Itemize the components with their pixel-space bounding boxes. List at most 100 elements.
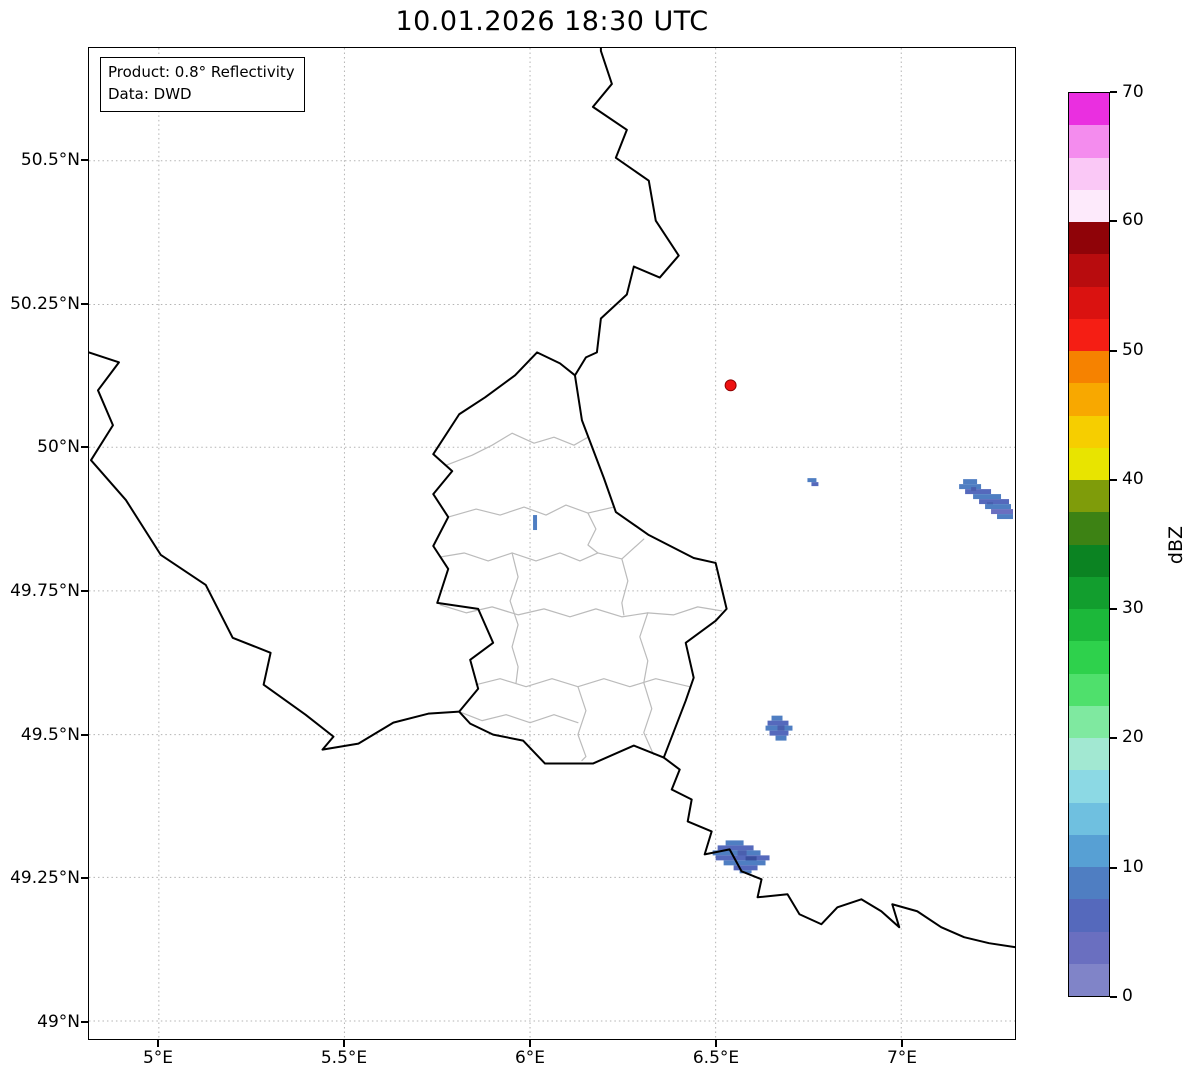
radar-echo-pixel	[771, 715, 783, 721]
canton-line	[447, 504, 615, 518]
colorbar-segment	[1069, 963, 1109, 996]
radar-echo-pixel	[733, 865, 758, 871]
radar-echo-pixel	[745, 856, 757, 862]
radar-echo-layer	[533, 478, 1014, 874]
colorbar-segment	[1069, 351, 1109, 384]
colorbar-segment	[1069, 254, 1109, 287]
radar-echo-pixel	[533, 515, 538, 531]
colorbar-tick-label: 0	[1122, 986, 1133, 1006]
y-tick-label: 50.5°N	[20, 150, 80, 170]
colorbar-segment	[1069, 222, 1109, 255]
colorbar-tick-label: 60	[1122, 210, 1144, 230]
colorbar-axis-label: dBZ	[1165, 525, 1187, 565]
axis-tick	[901, 1040, 903, 1047]
colorbar-tick-label: 50	[1122, 340, 1144, 360]
colorbar-segment	[1069, 415, 1109, 448]
colorbar-segment	[1069, 834, 1109, 867]
axis-tick	[81, 734, 88, 736]
colorbar	[1068, 92, 1110, 997]
radar-echo-pixel	[725, 840, 744, 846]
colorbar-tick-label: 40	[1122, 469, 1144, 489]
canton-line	[643, 682, 655, 756]
radar-echo-pixel	[979, 499, 1010, 505]
border-germany-france	[662, 756, 1015, 949]
product-info-box: Product: 0.8° Reflectivity Data: DWD	[100, 57, 305, 112]
border-luxembourg	[432, 351, 728, 765]
colorbar-tick-label: 10	[1122, 857, 1144, 877]
y-tick-label: 49°N	[37, 1012, 80, 1032]
axis-tick	[529, 1040, 531, 1047]
radar-echo-pixel	[769, 730, 789, 736]
colorbar-segment	[1069, 705, 1109, 738]
axis-tick	[81, 1021, 88, 1023]
radar-echo-pixel	[997, 514, 1014, 520]
colorbar-segment	[1069, 480, 1109, 513]
axis-tick	[715, 1040, 717, 1047]
colorbar-tick	[1110, 350, 1117, 352]
colorbar-segment	[1069, 641, 1109, 674]
canton-borders	[439, 432, 723, 762]
colorbar-segment	[1069, 447, 1109, 480]
colorbar-segment	[1069, 738, 1109, 771]
border-france-belgium	[89, 351, 461, 751]
x-tick-label: 6.5°E	[692, 1048, 740, 1068]
colorbar-tick-label: 20	[1122, 727, 1144, 747]
radar-echo-pixel	[739, 870, 752, 874]
axis-tick	[81, 877, 88, 879]
canton-line	[475, 678, 691, 688]
radar-echo-pixel	[991, 509, 1014, 515]
colorbar-tick	[1110, 91, 1117, 93]
axis-tick	[343, 1040, 345, 1047]
canton-line	[445, 432, 589, 466]
radar-echo-pixel	[807, 478, 817, 483]
radar-echo-pixel	[723, 860, 766, 866]
radar-echo-pixel	[965, 489, 992, 495]
canton-line	[439, 538, 645, 562]
colorbar-tick	[1110, 220, 1117, 222]
colorbar-segment	[1069, 544, 1109, 577]
colorbar-segment	[1069, 770, 1109, 803]
grid-layer	[89, 48, 1015, 1039]
y-tick-label: 50.25°N	[10, 294, 80, 314]
colorbar-segment	[1069, 673, 1109, 706]
colorbar-tick	[1110, 479, 1117, 481]
figure-title: 10.01.2026 18:30 UTC	[395, 6, 709, 37]
colorbar-tick	[1110, 867, 1117, 869]
x-tick-label: 7°E	[886, 1048, 918, 1068]
radar-echo-pixel	[973, 494, 1002, 500]
radar-echo-pixel	[717, 845, 754, 851]
x-tick-label: 5.5°E	[320, 1048, 368, 1068]
axis-tick	[81, 590, 88, 592]
colorbar-segment	[1069, 125, 1109, 158]
radar-echo-pixel	[715, 855, 770, 861]
radar-echo-pixel	[737, 850, 747, 857]
colorbar-segment	[1069, 93, 1109, 126]
canton-line	[509, 552, 519, 684]
colorbar-tick	[1110, 996, 1117, 998]
radar-echo-pixel	[959, 484, 982, 490]
y-tick-label: 49.5°N	[20, 725, 80, 745]
colorbar-tick	[1110, 737, 1117, 739]
radar-echo-pixel	[985, 504, 1012, 510]
radar-site-dot	[724, 379, 737, 392]
y-tick-label: 50°N	[37, 437, 80, 457]
colorbar-segment	[1069, 931, 1109, 964]
axis-tick	[157, 1040, 159, 1047]
data-source-label: Data: DWD	[108, 84, 192, 103]
y-tick-label: 49.75°N	[10, 581, 80, 601]
colorbar-segment	[1069, 189, 1109, 222]
axis-tick	[81, 159, 88, 161]
radar-echo-pixel	[811, 482, 819, 487]
axis-tick	[81, 303, 88, 305]
x-tick-label: 5°E	[142, 1048, 174, 1068]
colorbar-segment	[1069, 318, 1109, 351]
radar-echo-pixel	[712, 850, 761, 856]
canton-line	[577, 686, 587, 762]
radar-echo-pixel	[775, 735, 787, 741]
map-canvas	[89, 48, 1015, 1039]
colorbar-segment	[1069, 512, 1109, 545]
x-tick-label: 6°E	[514, 1048, 546, 1068]
colorbar-segment	[1069, 802, 1109, 835]
colorbar-segment	[1069, 609, 1109, 642]
